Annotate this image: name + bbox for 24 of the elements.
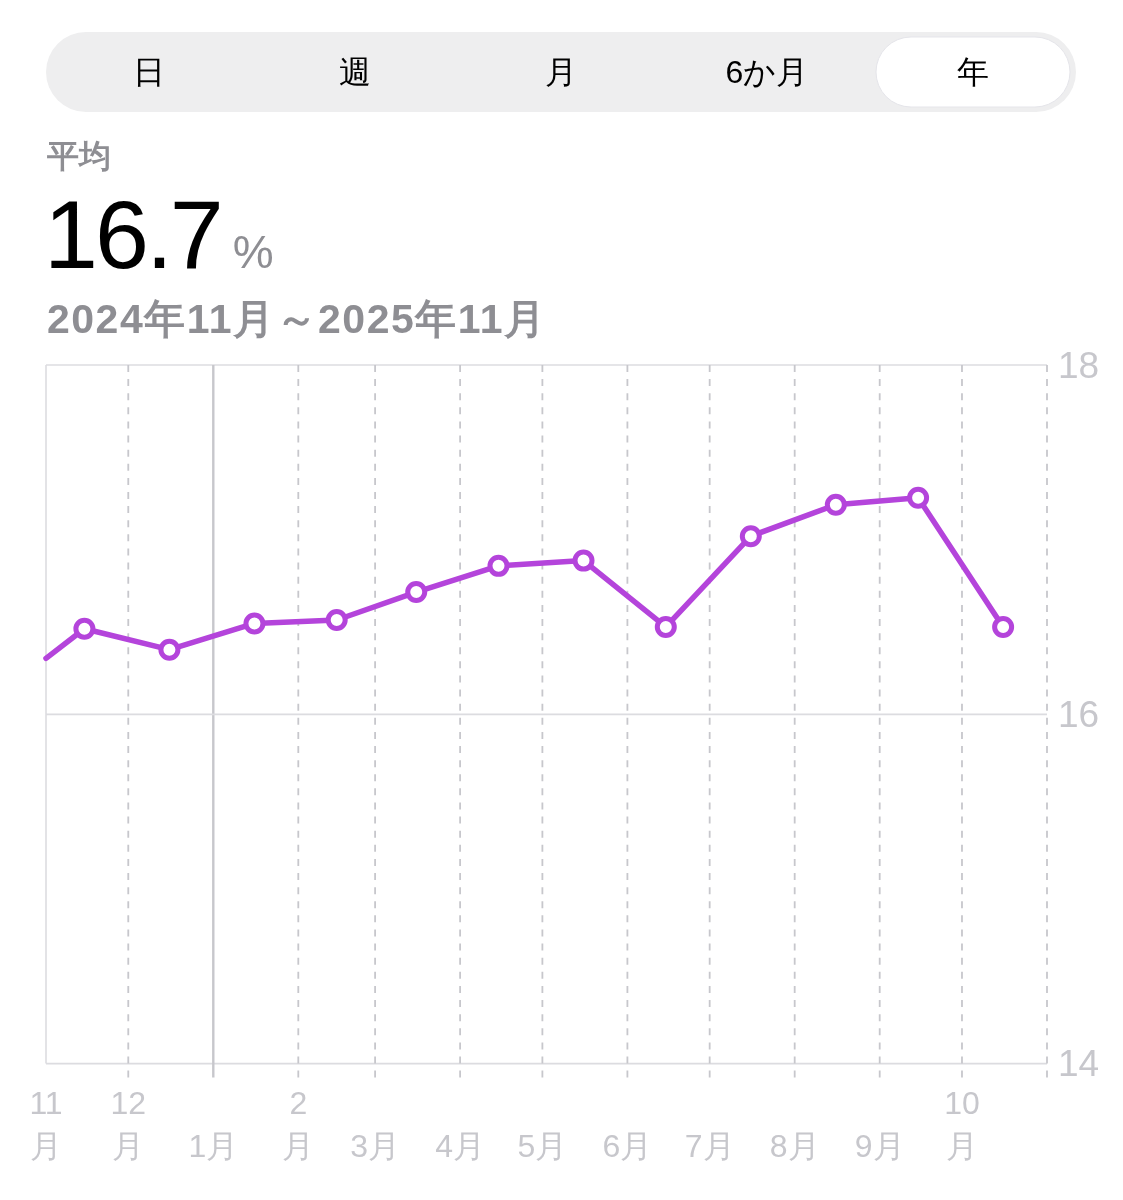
x-tick-label: 3月 xyxy=(350,1128,400,1164)
text: 日 xyxy=(133,54,165,90)
x-tick-label: 5月 xyxy=(517,1128,568,1164)
x-tick-label: 7月 xyxy=(684,1128,735,1164)
y-tick-label: 16 xyxy=(1058,693,1100,735)
text: 16.7 xyxy=(44,180,221,289)
text: 月 xyxy=(545,54,577,90)
x-tick-label: 12月 xyxy=(110,1085,147,1164)
chart-title: 平均 xyxy=(46,138,111,174)
text: % xyxy=(232,226,274,278)
y-tick-label: 14 xyxy=(1058,1043,1100,1085)
x-tick-label: 1月 xyxy=(188,1128,239,1164)
text: 週 xyxy=(339,54,371,90)
x-tick-label: 6月 xyxy=(602,1128,653,1164)
x-tick-label: 8月 xyxy=(769,1128,820,1164)
x-tick-label: 4月 xyxy=(435,1128,486,1164)
text: 年 xyxy=(957,54,989,90)
x-tick-label: 11月 xyxy=(29,1085,63,1164)
x-tick-label: 9月 xyxy=(854,1128,905,1164)
y-tick-label: 18 xyxy=(1058,344,1100,386)
x-tick-label: 10月 xyxy=(944,1085,980,1164)
text: 6か月 xyxy=(725,54,809,90)
x-tick-label: 2月 xyxy=(282,1085,315,1164)
chart-subtitle: 2024年11月～2025年11月 xyxy=(47,296,547,342)
